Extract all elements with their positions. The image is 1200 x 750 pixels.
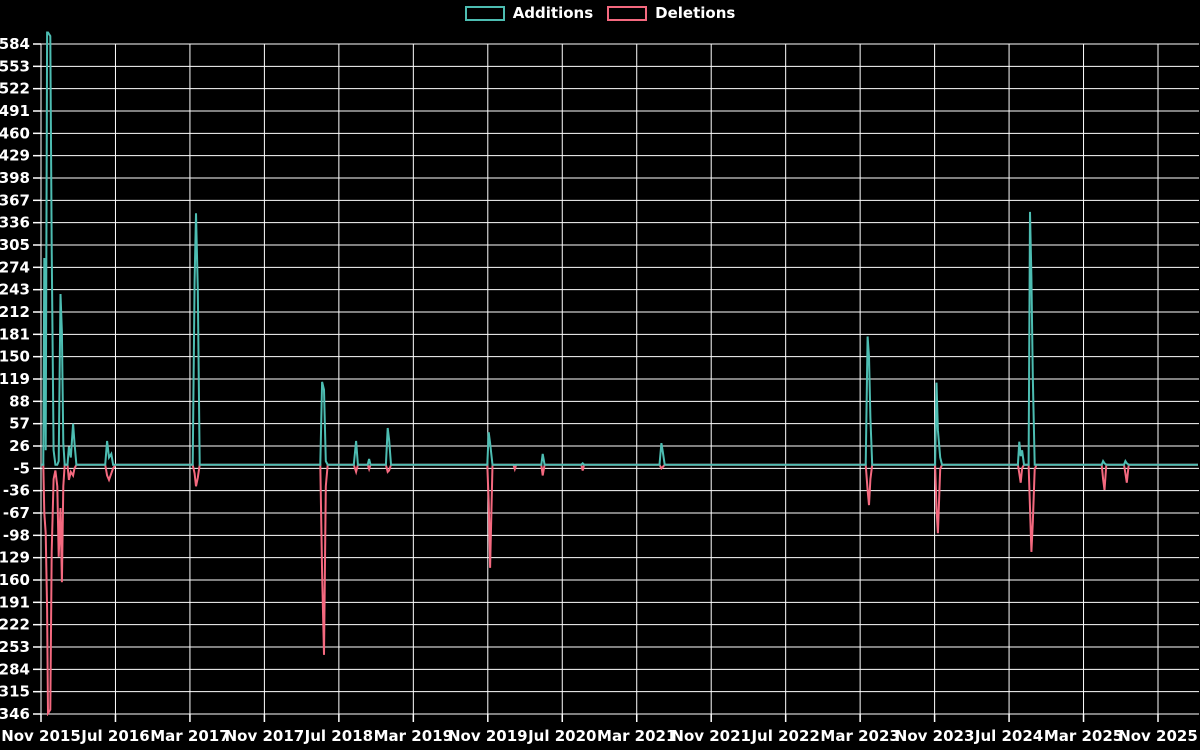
x-axis-tick-label: Jul 2024	[974, 727, 1043, 745]
x-axis-tick-label: Jul 2018	[304, 727, 373, 745]
legend-label-deletions: Deletions	[655, 4, 736, 22]
y-axis-tick-label: 274	[0, 258, 30, 276]
y-axis-tick-label: 150	[0, 348, 30, 366]
y-axis-tick-label: 336	[0, 214, 30, 232]
y-axis-tick-label: -36	[3, 482, 30, 500]
x-axis-tick-label: Mar 2017	[150, 727, 229, 745]
y-axis-tick-label: 243	[0, 281, 30, 299]
y-axis-tick-label: -160	[0, 571, 30, 589]
y-axis-tick-label: -253	[0, 638, 30, 656]
x-axis-tick-label: Jul 2022	[750, 727, 819, 745]
y-axis-tick-label: -67	[3, 504, 30, 522]
y-axis-tick-label: 584	[0, 35, 30, 53]
y-axis-tick-label: 181	[0, 325, 30, 343]
y-axis-tick-label: 367	[0, 191, 30, 209]
y-axis-tick-label: 88	[9, 392, 30, 410]
additions-swatch-icon	[464, 6, 505, 21]
legend-item-deletions: Deletions	[607, 6, 735, 21]
y-axis-tick-label: 305	[0, 236, 30, 254]
x-axis-tick-label: Mar 2021	[597, 727, 676, 745]
deletions-series-line	[41, 463, 1198, 716]
y-axis-tick-label: 398	[0, 169, 30, 187]
legend-item-additions: Additions	[464, 4, 594, 22]
x-axis-tick-label: Jul 2016	[80, 727, 149, 745]
y-axis-tick-label: 491	[0, 102, 30, 120]
y-axis-tick-label: 429	[0, 147, 30, 165]
legend-label-additions: Additions	[512, 4, 594, 22]
y-axis-tick-label: 212	[0, 303, 30, 321]
y-axis-tick-label: -284	[0, 660, 30, 678]
y-axis-tick-label: -346	[0, 705, 30, 723]
x-axis-tick-label: Mar 2025	[1044, 727, 1123, 745]
y-axis-tick-label: -5	[13, 459, 30, 477]
x-axis-tick-label: Mar 2023	[820, 727, 899, 745]
additions-series-line	[41, 31, 1198, 466]
y-axis-tick-label: -315	[0, 683, 30, 701]
x-axis-tick-label: Jul 2020	[527, 727, 596, 745]
deletions-swatch-icon	[607, 6, 648, 21]
y-axis-tick-label: 119	[0, 370, 30, 388]
y-axis-tick-label: 460	[0, 124, 30, 142]
x-axis-tick-label: Nov 2025	[1118, 727, 1198, 745]
x-axis-tick-label: Nov 2015	[1, 727, 81, 745]
x-axis-tick-label: Nov 2019	[448, 727, 528, 745]
x-axis-tick-label: Nov 2023	[895, 727, 975, 745]
y-axis-tick-label: -129	[0, 549, 30, 567]
y-axis-tick-label: 553	[0, 57, 30, 75]
y-axis-tick-label: -191	[0, 593, 30, 611]
x-axis-tick-label: Mar 2019	[374, 727, 453, 745]
x-axis-tick-label: Nov 2021	[671, 727, 751, 745]
y-axis-tick-label: 26	[9, 437, 30, 455]
chart-legend: Additions Deletions	[0, 6, 1200, 21]
y-axis-tick-label: 57	[9, 415, 30, 433]
y-axis-tick-label: -222	[0, 616, 30, 634]
x-axis-tick-label: Nov 2017	[225, 727, 305, 745]
y-axis-tick-label: -98	[3, 526, 30, 544]
y-axis-tick-label: 522	[0, 80, 30, 98]
